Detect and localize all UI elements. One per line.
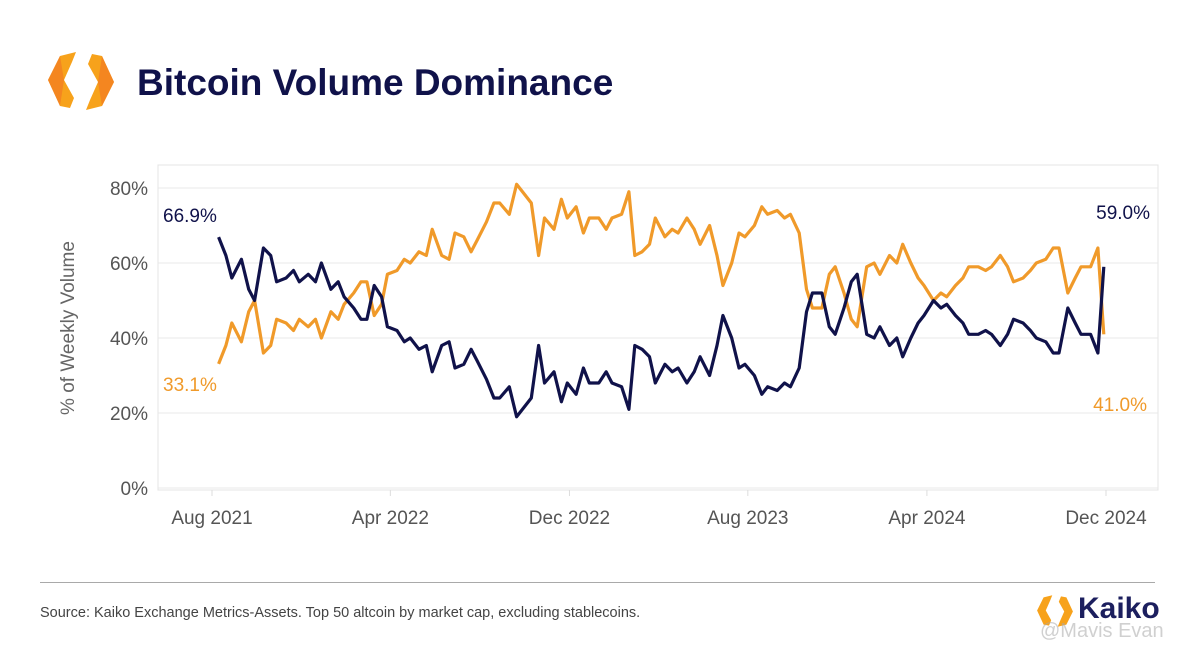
line-chart: 0%20%40%60%80% Aug 2021 Apr 2022 Dec 2022 A…: [58, 164, 1159, 529]
kaiko-logo-icon: [48, 52, 114, 110]
y-axis-title: % of Weekly Volume: [58, 241, 79, 415]
x-tick-label: Aug 2021: [171, 508, 252, 529]
kaiko-footer-logo-icon: [1037, 595, 1073, 627]
x-tick-label: Apr 2024: [888, 508, 966, 529]
gridlines: [158, 187, 1158, 489]
x-tick-label: Apr 2022: [352, 508, 429, 529]
series-lines: [217, 182, 1106, 419]
x-axis-ticks: Aug 2021 Apr 2022 Dec 2022 Aug 2023 Apr 2024…: [171, 490, 1147, 529]
watermark: @Mavis Evan: [1040, 620, 1164, 642]
x-tick-label: Aug 2023: [707, 508, 788, 529]
x-tick-label: Dec 2022: [529, 508, 610, 529]
series-line-alt: [217, 182, 1106, 365]
annotation-btc-start: 66.9%: [163, 206, 217, 227]
source-note: Source: Kaiko Exchange Metrics-Assets. T…: [40, 605, 641, 621]
y-tick-label: 80%: [110, 179, 148, 200]
annotation-alt-start: 33.1%: [163, 375, 217, 396]
kaiko-wordmark: Kaiko: [1078, 592, 1160, 625]
y-tick-label: 0%: [121, 479, 149, 500]
y-tick-label: 20%: [110, 404, 148, 425]
footer-divider: [40, 582, 1155, 583]
plot-frame: [157, 164, 1159, 491]
page-title: Bitcoin Volume Dominance: [137, 62, 614, 103]
annotation-btc-end: 59.0%: [1096, 203, 1150, 224]
y-axis-ticks: 0% 20% 40% 60% 80%: [110, 179, 148, 500]
y-tick-label: 40%: [110, 329, 148, 350]
y-tick-label: 60%: [110, 254, 148, 275]
x-tick-label: Dec 2024: [1065, 508, 1147, 529]
annotation-alt-end: 41.0%: [1093, 395, 1147, 416]
series-line-btc: [217, 236, 1106, 419]
